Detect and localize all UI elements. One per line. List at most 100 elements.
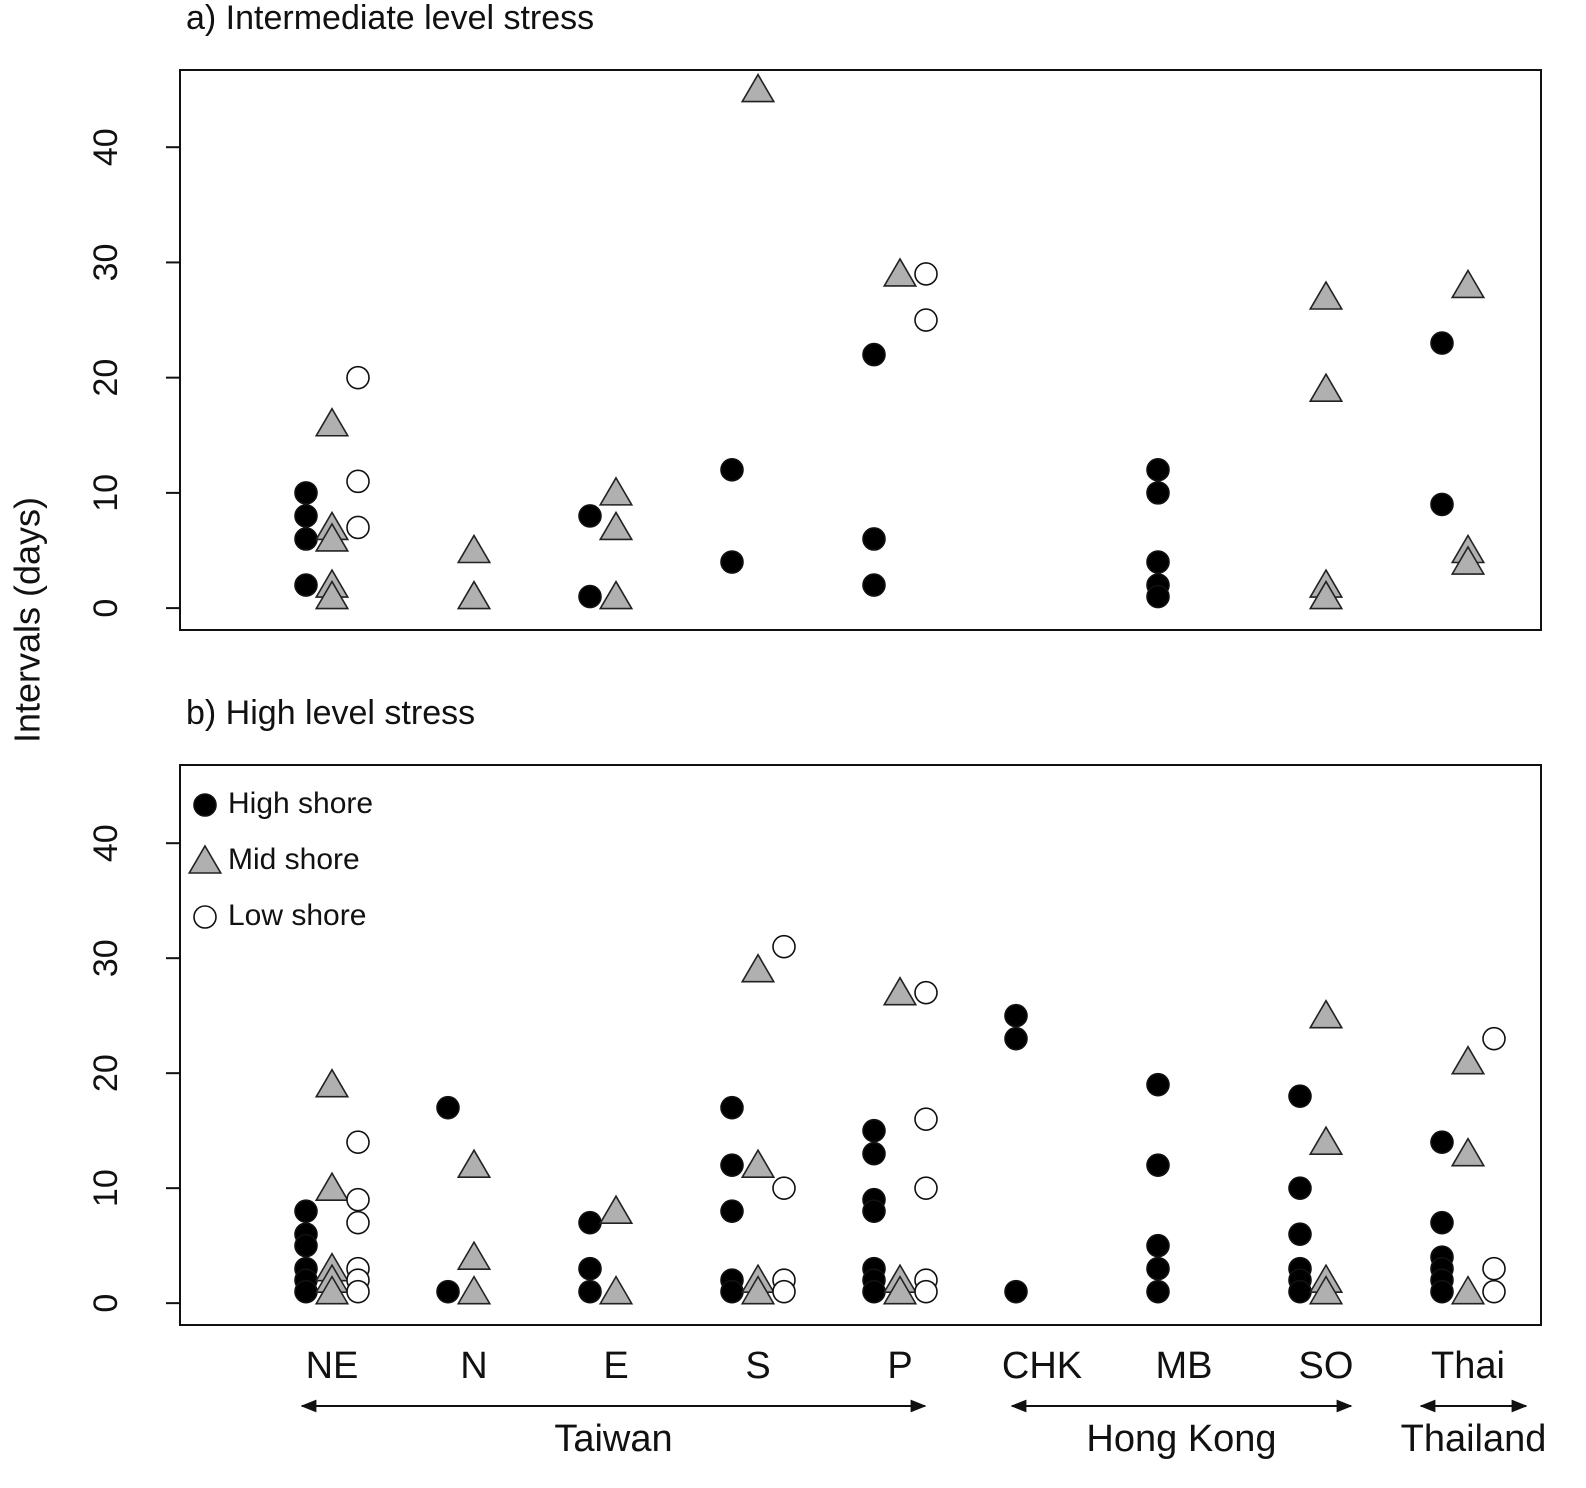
data-point xyxy=(1308,1125,1344,1155)
data-point xyxy=(578,1210,602,1235)
data-point xyxy=(436,1279,460,1304)
y-tick-label: 40 xyxy=(87,824,125,862)
data-point xyxy=(456,579,492,610)
data-point xyxy=(294,1199,318,1223)
data-point xyxy=(346,365,370,390)
data-point xyxy=(914,980,938,1005)
data-point xyxy=(1308,280,1344,310)
y-tick-label: 0 xyxy=(87,599,125,618)
data-point xyxy=(578,1256,602,1281)
data-point xyxy=(294,1279,318,1304)
data-point xyxy=(862,342,886,367)
data-point xyxy=(862,573,886,597)
data-point xyxy=(1146,1279,1170,1304)
data-point xyxy=(294,1233,318,1258)
data-point xyxy=(294,573,318,597)
plot-frame xyxy=(179,764,1542,1326)
data-point xyxy=(456,1240,492,1270)
data-point xyxy=(882,257,918,287)
data-point xyxy=(914,308,938,332)
data-point xyxy=(1450,545,1486,575)
data-point xyxy=(314,579,350,610)
data-point xyxy=(862,1118,886,1143)
data-point xyxy=(1146,481,1170,505)
legend-marker xyxy=(193,793,217,817)
data-point xyxy=(720,550,744,574)
data-point xyxy=(314,407,350,437)
data-point xyxy=(1288,1176,1312,1200)
legend-label: Mid shore xyxy=(228,843,360,876)
data-point xyxy=(346,469,370,494)
data-point xyxy=(294,504,318,528)
data-point xyxy=(862,527,886,551)
data-point xyxy=(1004,1003,1028,1028)
data-point xyxy=(314,522,350,552)
data-point xyxy=(1430,1130,1454,1154)
group-label: Taiwan xyxy=(554,1418,672,1460)
data-point xyxy=(914,1279,938,1304)
legend-label: High shore xyxy=(228,787,373,820)
panel-title: b) High level stress xyxy=(186,694,475,732)
data-point xyxy=(740,1148,776,1178)
y-tick-label: 30 xyxy=(87,939,125,977)
data-point xyxy=(882,976,918,1006)
data-point xyxy=(578,584,602,609)
data-point xyxy=(772,1279,796,1304)
data-point xyxy=(720,1279,744,1304)
data-point xyxy=(346,1130,370,1154)
data-point xyxy=(1430,1279,1454,1304)
data-point xyxy=(1146,1153,1170,1177)
data-point xyxy=(1146,1072,1170,1097)
group-label: Hong Kong xyxy=(1086,1418,1276,1460)
data-point xyxy=(720,1153,744,1177)
data-point xyxy=(1482,1256,1506,1281)
legend-label: Low shore xyxy=(228,899,366,932)
data-point xyxy=(1004,1026,1028,1051)
data-point xyxy=(740,1275,776,1305)
data-point xyxy=(1482,1026,1506,1051)
data-point xyxy=(720,458,744,482)
data-point xyxy=(862,1199,886,1223)
x-tick-label: SO xyxy=(1299,1345,1354,1387)
y-tick-label: 40 xyxy=(87,128,125,166)
data-point xyxy=(1430,1210,1454,1235)
data-point xyxy=(1450,1275,1486,1305)
data-point xyxy=(882,1275,918,1305)
data-point xyxy=(1430,331,1454,355)
data-point xyxy=(1146,1256,1170,1281)
data-point xyxy=(914,1107,938,1131)
legend-marker xyxy=(187,844,223,874)
data-point xyxy=(598,510,634,541)
data-point xyxy=(740,73,776,103)
data-point xyxy=(456,533,492,564)
data-point xyxy=(1146,550,1170,574)
data-point xyxy=(314,1068,350,1098)
data-point xyxy=(598,1194,634,1224)
data-point xyxy=(598,476,634,506)
x-tick-label: Thai xyxy=(1431,1345,1505,1387)
data-point xyxy=(1308,1275,1344,1305)
data-point xyxy=(1004,1279,1028,1304)
y-tick-label: 20 xyxy=(87,1054,125,1092)
x-tick-label: S xyxy=(745,1345,770,1387)
data-point xyxy=(598,1275,634,1305)
data-point xyxy=(914,1176,938,1200)
data-point xyxy=(720,1095,744,1120)
data-point xyxy=(772,1176,796,1200)
panel-title: a) Intermediate level stress xyxy=(186,0,594,37)
y-tick-label: 20 xyxy=(87,359,125,397)
data-point xyxy=(456,1275,492,1305)
data-point xyxy=(436,1095,460,1120)
data-point xyxy=(1450,268,1486,299)
data-point xyxy=(1308,579,1344,610)
data-point xyxy=(740,953,776,983)
y-tick-label: 10 xyxy=(87,1169,125,1207)
data-point xyxy=(1430,492,1454,517)
data-point xyxy=(346,515,370,540)
data-point xyxy=(1450,1045,1486,1075)
y-tick-label: 10 xyxy=(87,474,125,512)
data-point xyxy=(1482,1279,1506,1304)
data-point xyxy=(1308,372,1344,402)
data-point xyxy=(1450,1137,1486,1167)
